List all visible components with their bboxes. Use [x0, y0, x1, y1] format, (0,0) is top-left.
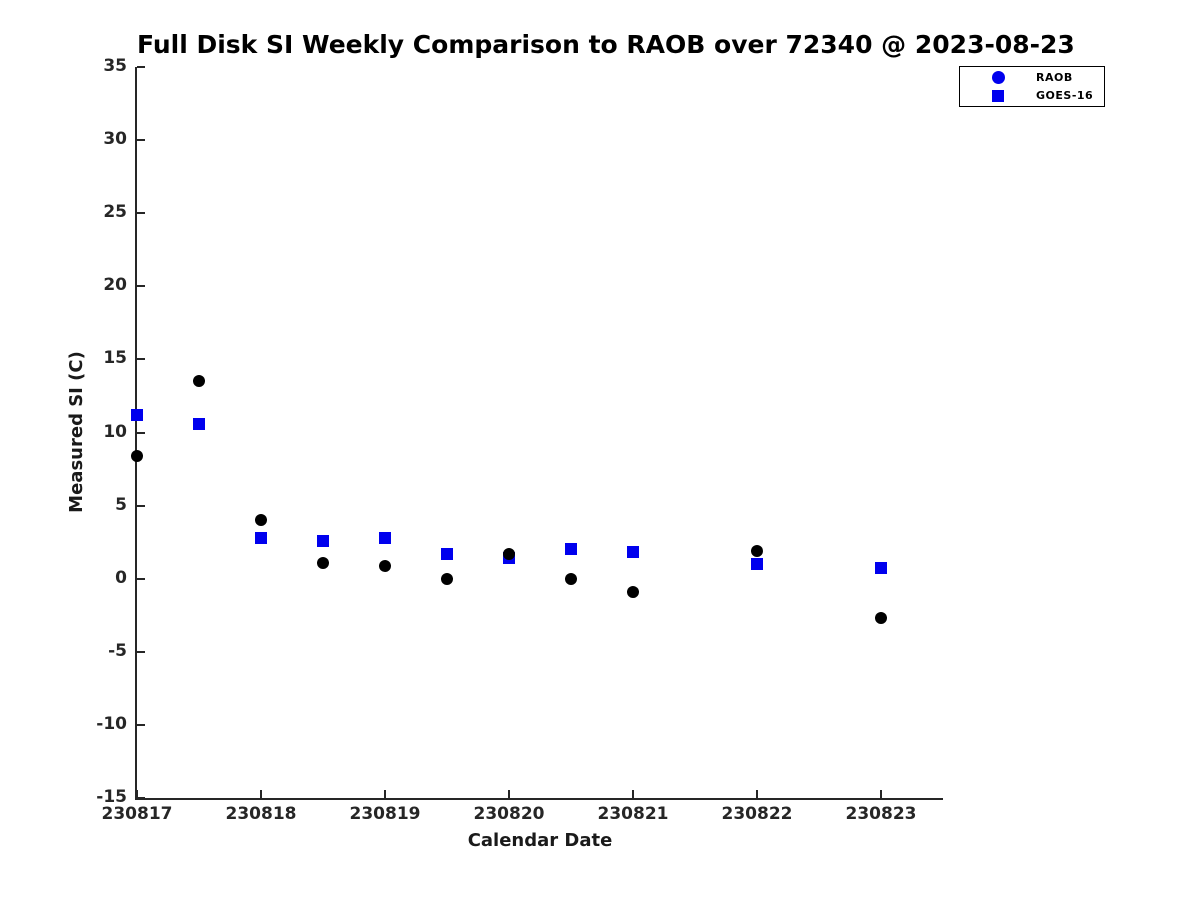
- data-point-raob: [503, 547, 515, 560]
- x-axis-label: Calendar Date: [467, 830, 613, 851]
- y-tick: [137, 285, 145, 288]
- y-tick: [137, 358, 145, 361]
- data-point-goes-16: [565, 543, 577, 556]
- data-point-goes-16: [379, 531, 391, 544]
- x-axis-line: [135, 798, 943, 800]
- y-tick: [137, 212, 145, 215]
- legend-label-raob: RAOB: [1036, 70, 1073, 84]
- data-point-raob: [875, 612, 887, 625]
- x-tick: [136, 790, 138, 798]
- data-point-goes-16: [131, 408, 143, 421]
- legend-label-goes-16: GOES-16: [1036, 89, 1094, 103]
- x-tick: [260, 790, 262, 798]
- legend-marker-cell: [960, 70, 1036, 84]
- data-point-goes-16: [751, 558, 763, 571]
- x-tick-label: 230817: [101, 804, 173, 824]
- data-point-raob: [131, 449, 143, 462]
- data-point-goes-16: [627, 546, 639, 559]
- chart-title: Full Disk SI Weekly Comparison to RAOB o…: [137, 30, 1075, 59]
- data-point-goes-16: [193, 417, 205, 430]
- x-tick-label: 230820: [473, 804, 545, 824]
- data-point-goes-16: [255, 531, 267, 544]
- y-tick-label: 5: [115, 494, 127, 515]
- y-tick-label: -15: [96, 787, 127, 807]
- y-tick-label: 15: [103, 348, 127, 369]
- legend-entry-goes-16: GOES-16: [960, 88, 1104, 104]
- data-point-goes-16: [875, 562, 887, 575]
- x-tick-label: 230819: [349, 804, 421, 824]
- x-tick-label: 230818: [225, 804, 297, 824]
- y-axis-line: [135, 67, 137, 800]
- x-tick: [632, 790, 634, 798]
- x-tick: [756, 790, 758, 798]
- y-tick: [137, 504, 145, 507]
- data-point-goes-16: [441, 547, 453, 560]
- goes-16-square-icon: [992, 89, 1004, 102]
- y-tick-label: -10: [96, 713, 127, 734]
- x-tick-label: 230821: [597, 804, 669, 824]
- data-point-raob: [379, 559, 391, 572]
- data-point-raob: [627, 585, 639, 598]
- data-point-raob: [255, 514, 267, 527]
- y-tick: [137, 139, 145, 142]
- y-tick-label: 30: [103, 129, 127, 150]
- data-point-raob: [441, 572, 453, 585]
- data-point-raob: [751, 544, 763, 557]
- y-tick-label: 10: [103, 421, 127, 442]
- x-tick-label: 230822: [721, 804, 793, 824]
- x-tick-label: 230823: [845, 804, 917, 824]
- data-point-raob: [565, 572, 577, 585]
- y-tick: [137, 431, 145, 434]
- y-tick-label: 35: [103, 56, 127, 76]
- data-point-raob: [193, 375, 205, 388]
- data-point-goes-16: [317, 534, 329, 547]
- x-tick: [880, 790, 882, 798]
- y-tick: [137, 797, 145, 799]
- y-tick-label: 0: [115, 567, 127, 588]
- y-tick-label: -5: [108, 640, 127, 661]
- y-tick: [137, 650, 145, 653]
- y-tick: [137, 66, 145, 68]
- legend-entry-raob: RAOB: [960, 69, 1104, 85]
- data-point-raob: [317, 556, 329, 569]
- y-tick: [137, 723, 145, 726]
- y-tick: [137, 577, 145, 580]
- raob-circle-icon: [991, 70, 1005, 84]
- x-tick: [384, 790, 386, 798]
- x-tick: [508, 790, 510, 798]
- y-tick-label: 25: [103, 202, 127, 223]
- legend-marker-cell: [960, 89, 1036, 102]
- legend: RAOB GOES-16: [959, 66, 1105, 107]
- y-tick-label: 20: [103, 275, 127, 296]
